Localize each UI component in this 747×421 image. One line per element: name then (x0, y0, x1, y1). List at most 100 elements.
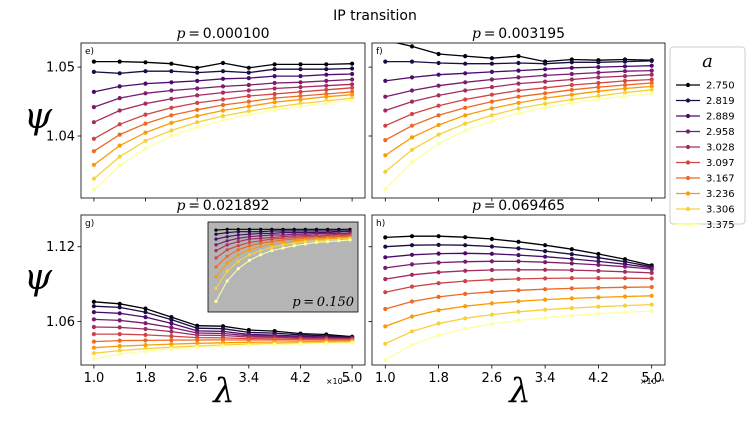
data-point-2.819 (409, 243, 415, 248)
data-point-3.167 (463, 291, 468, 296)
panel-label: g) (85, 219, 94, 229)
data-point-2.819 (622, 59, 628, 64)
panel-title: p = 0.021892 (176, 198, 269, 214)
inset-data-point-2.889 (225, 235, 229, 239)
x-tick-label: 2.6 (482, 371, 503, 386)
data-point-3.306 (436, 132, 441, 137)
data-point-2.819 (350, 66, 355, 71)
data-point-3.306 (622, 303, 628, 308)
data-point-3.097 (91, 136, 96, 141)
data-point-3.236 (350, 92, 355, 97)
inset-data-point-2.819 (247, 230, 252, 234)
data-point-3.028 (622, 74, 628, 79)
inset-data-point-2.958 (270, 233, 274, 237)
data-point-2.819 (489, 61, 494, 66)
data-point-3.375 (246, 112, 251, 117)
data-point-2.889 (409, 75, 415, 80)
data-point-2.958 (569, 261, 574, 266)
data-point-3.167 (117, 132, 122, 137)
data-point-2.819 (463, 61, 468, 66)
data-point-2.889 (91, 89, 96, 94)
inset-data-point-3.028 (214, 249, 218, 253)
inset-data-point-3.167 (247, 244, 252, 248)
inset-data-point-3.097 (259, 239, 263, 243)
inset-data-point-3.097 (270, 237, 274, 241)
data-point-3.097 (220, 97, 226, 102)
data-point-3.167 (91, 339, 96, 344)
data-point-2.819 (543, 61, 548, 66)
data-point-2.889 (272, 74, 277, 79)
data-point-3.167 (569, 87, 574, 92)
data-point-3.375 (298, 104, 303, 109)
inset-data-point-3.375 (348, 238, 352, 242)
data-point-3.375 (543, 105, 548, 110)
data-point-3.097 (569, 276, 574, 281)
inset-data-point-3.375 (225, 279, 229, 283)
inset-data-point-3.167 (270, 240, 274, 244)
inset-data-point-3.306 (281, 243, 285, 247)
data-point-3.167 (649, 284, 654, 290)
legend-entry-label: 3.167 (706, 174, 735, 185)
data-point-3.167 (436, 113, 441, 118)
panel-title-symbol: p (176, 26, 185, 42)
legend-entry-label: 3.306 (706, 205, 735, 216)
legend: a 2.750 2.819 2.889 2.958 3.028 3.097 3.167 3.23… (669, 46, 746, 231)
inset-data-point-3.306 (225, 269, 229, 273)
data-point-3.236 (409, 135, 415, 140)
data-point-2.750 (516, 239, 521, 244)
y-tick-label: 1.06 (46, 315, 75, 330)
data-point-3.028 (117, 325, 122, 330)
panel-title-symbol: p (472, 198, 481, 214)
data-point-3.375 (195, 345, 200, 350)
panel-label: f) (376, 47, 383, 57)
data-point-2.750 (91, 59, 96, 64)
data-point-3.236 (91, 162, 96, 167)
x-tick-label: 1.8 (428, 371, 449, 386)
inset-data-point-2.889 (281, 231, 285, 235)
inset-data-point-3.167 (214, 265, 218, 269)
panel-label: h) (376, 219, 385, 229)
data-point-3.375 (350, 98, 355, 103)
data-point-3.028 (220, 90, 226, 95)
inset-data-point-3.306 (236, 259, 240, 263)
data-point-3.167 (383, 138, 388, 143)
data-point-2.889 (383, 78, 388, 83)
data-point-2.958 (516, 75, 521, 80)
inset-data-point-2.958 (236, 236, 240, 240)
data-point-3.236 (489, 301, 494, 306)
data-point-3.097 (463, 97, 468, 102)
legend-marker-3.236 (685, 191, 691, 196)
figure-title: IP transition (333, 8, 417, 24)
data-point-2.889 (324, 72, 329, 77)
data-point-3.167 (220, 337, 226, 342)
data-point-2.750 (143, 60, 148, 65)
data-point-3.167 (649, 80, 654, 86)
data-point-3.375 (489, 118, 494, 123)
inset-data-point-3.375 (236, 267, 240, 271)
data-point-2.889 (569, 65, 574, 70)
inset-data-point-3.375 (270, 249, 274, 253)
data-point-2.750 (489, 56, 494, 61)
data-point-2.958 (195, 86, 200, 91)
data-point-3.028 (649, 270, 654, 275)
data-point-2.958 (143, 321, 148, 326)
data-point-2.889 (516, 253, 521, 258)
data-point-3.097 (622, 78, 628, 83)
inset-label-symbol: p (292, 295, 301, 310)
data-point-2.889 (195, 78, 200, 83)
data-point-3.375 (516, 318, 521, 323)
data-point-3.097 (383, 123, 388, 128)
panel-h: p = 0.069465 h) 1.0 1.8 2.6 3.4 4.2 5.0 (368, 198, 666, 386)
data-point-2.958 (117, 318, 122, 323)
data-point-3.306 (596, 93, 601, 99)
inset-data-point-2.750 (259, 227, 263, 231)
data-point-3.375 (463, 326, 468, 331)
data-point-2.889 (596, 259, 601, 264)
inset-data-point-3.375 (303, 242, 307, 246)
data-point-3.028 (436, 93, 441, 98)
data-point-2.750 (463, 235, 468, 240)
inset-data-point-3.097 (214, 256, 218, 260)
data-point-2.819 (91, 69, 96, 74)
